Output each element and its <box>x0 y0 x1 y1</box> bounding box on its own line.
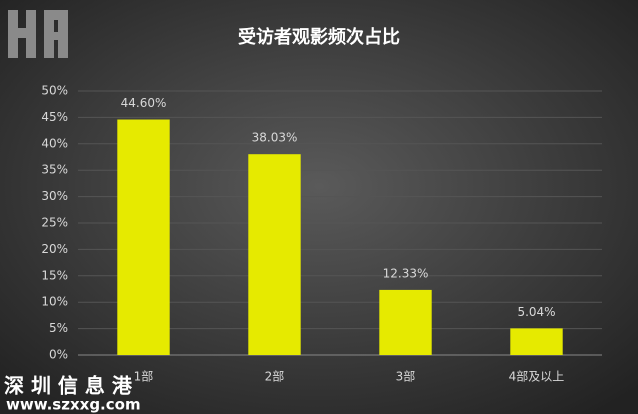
y-tick-label: 15% <box>41 268 68 282</box>
bar <box>510 328 563 355</box>
y-tick-label: 25% <box>41 216 68 230</box>
y-tick-label: 35% <box>41 163 68 177</box>
watermark-url: www.szxxg.com <box>6 396 141 414</box>
x-tick-label: 3部 <box>396 369 416 384</box>
watermark: 深 圳 信 息 港 <box>4 374 133 398</box>
x-tick-label: 1部 <box>134 369 154 384</box>
bar <box>117 119 170 356</box>
y-tick-label: 5% <box>49 321 68 335</box>
logo <box>8 10 68 58</box>
bar <box>379 289 432 355</box>
y-tick-label: 0% <box>49 348 68 362</box>
y-tick-label: 10% <box>41 295 68 309</box>
value-label: 5.04% <box>517 305 555 319</box>
bar <box>248 154 301 355</box>
value-label: 38.03% <box>252 131 298 145</box>
chart-title: 受访者观影频次占比 <box>238 26 400 48</box>
y-tick-label: 40% <box>41 136 68 150</box>
y-tick-label: 50% <box>41 84 68 98</box>
y-tick-label: 45% <box>41 110 68 124</box>
x-tick-label: 4部及以上 <box>509 369 565 384</box>
x-tick-label: 2部 <box>265 369 285 384</box>
value-label: 44.60% <box>121 96 167 110</box>
y-tick-label: 30% <box>41 189 68 203</box>
value-label: 12.33% <box>383 266 429 280</box>
y-tick-label: 20% <box>41 242 68 256</box>
